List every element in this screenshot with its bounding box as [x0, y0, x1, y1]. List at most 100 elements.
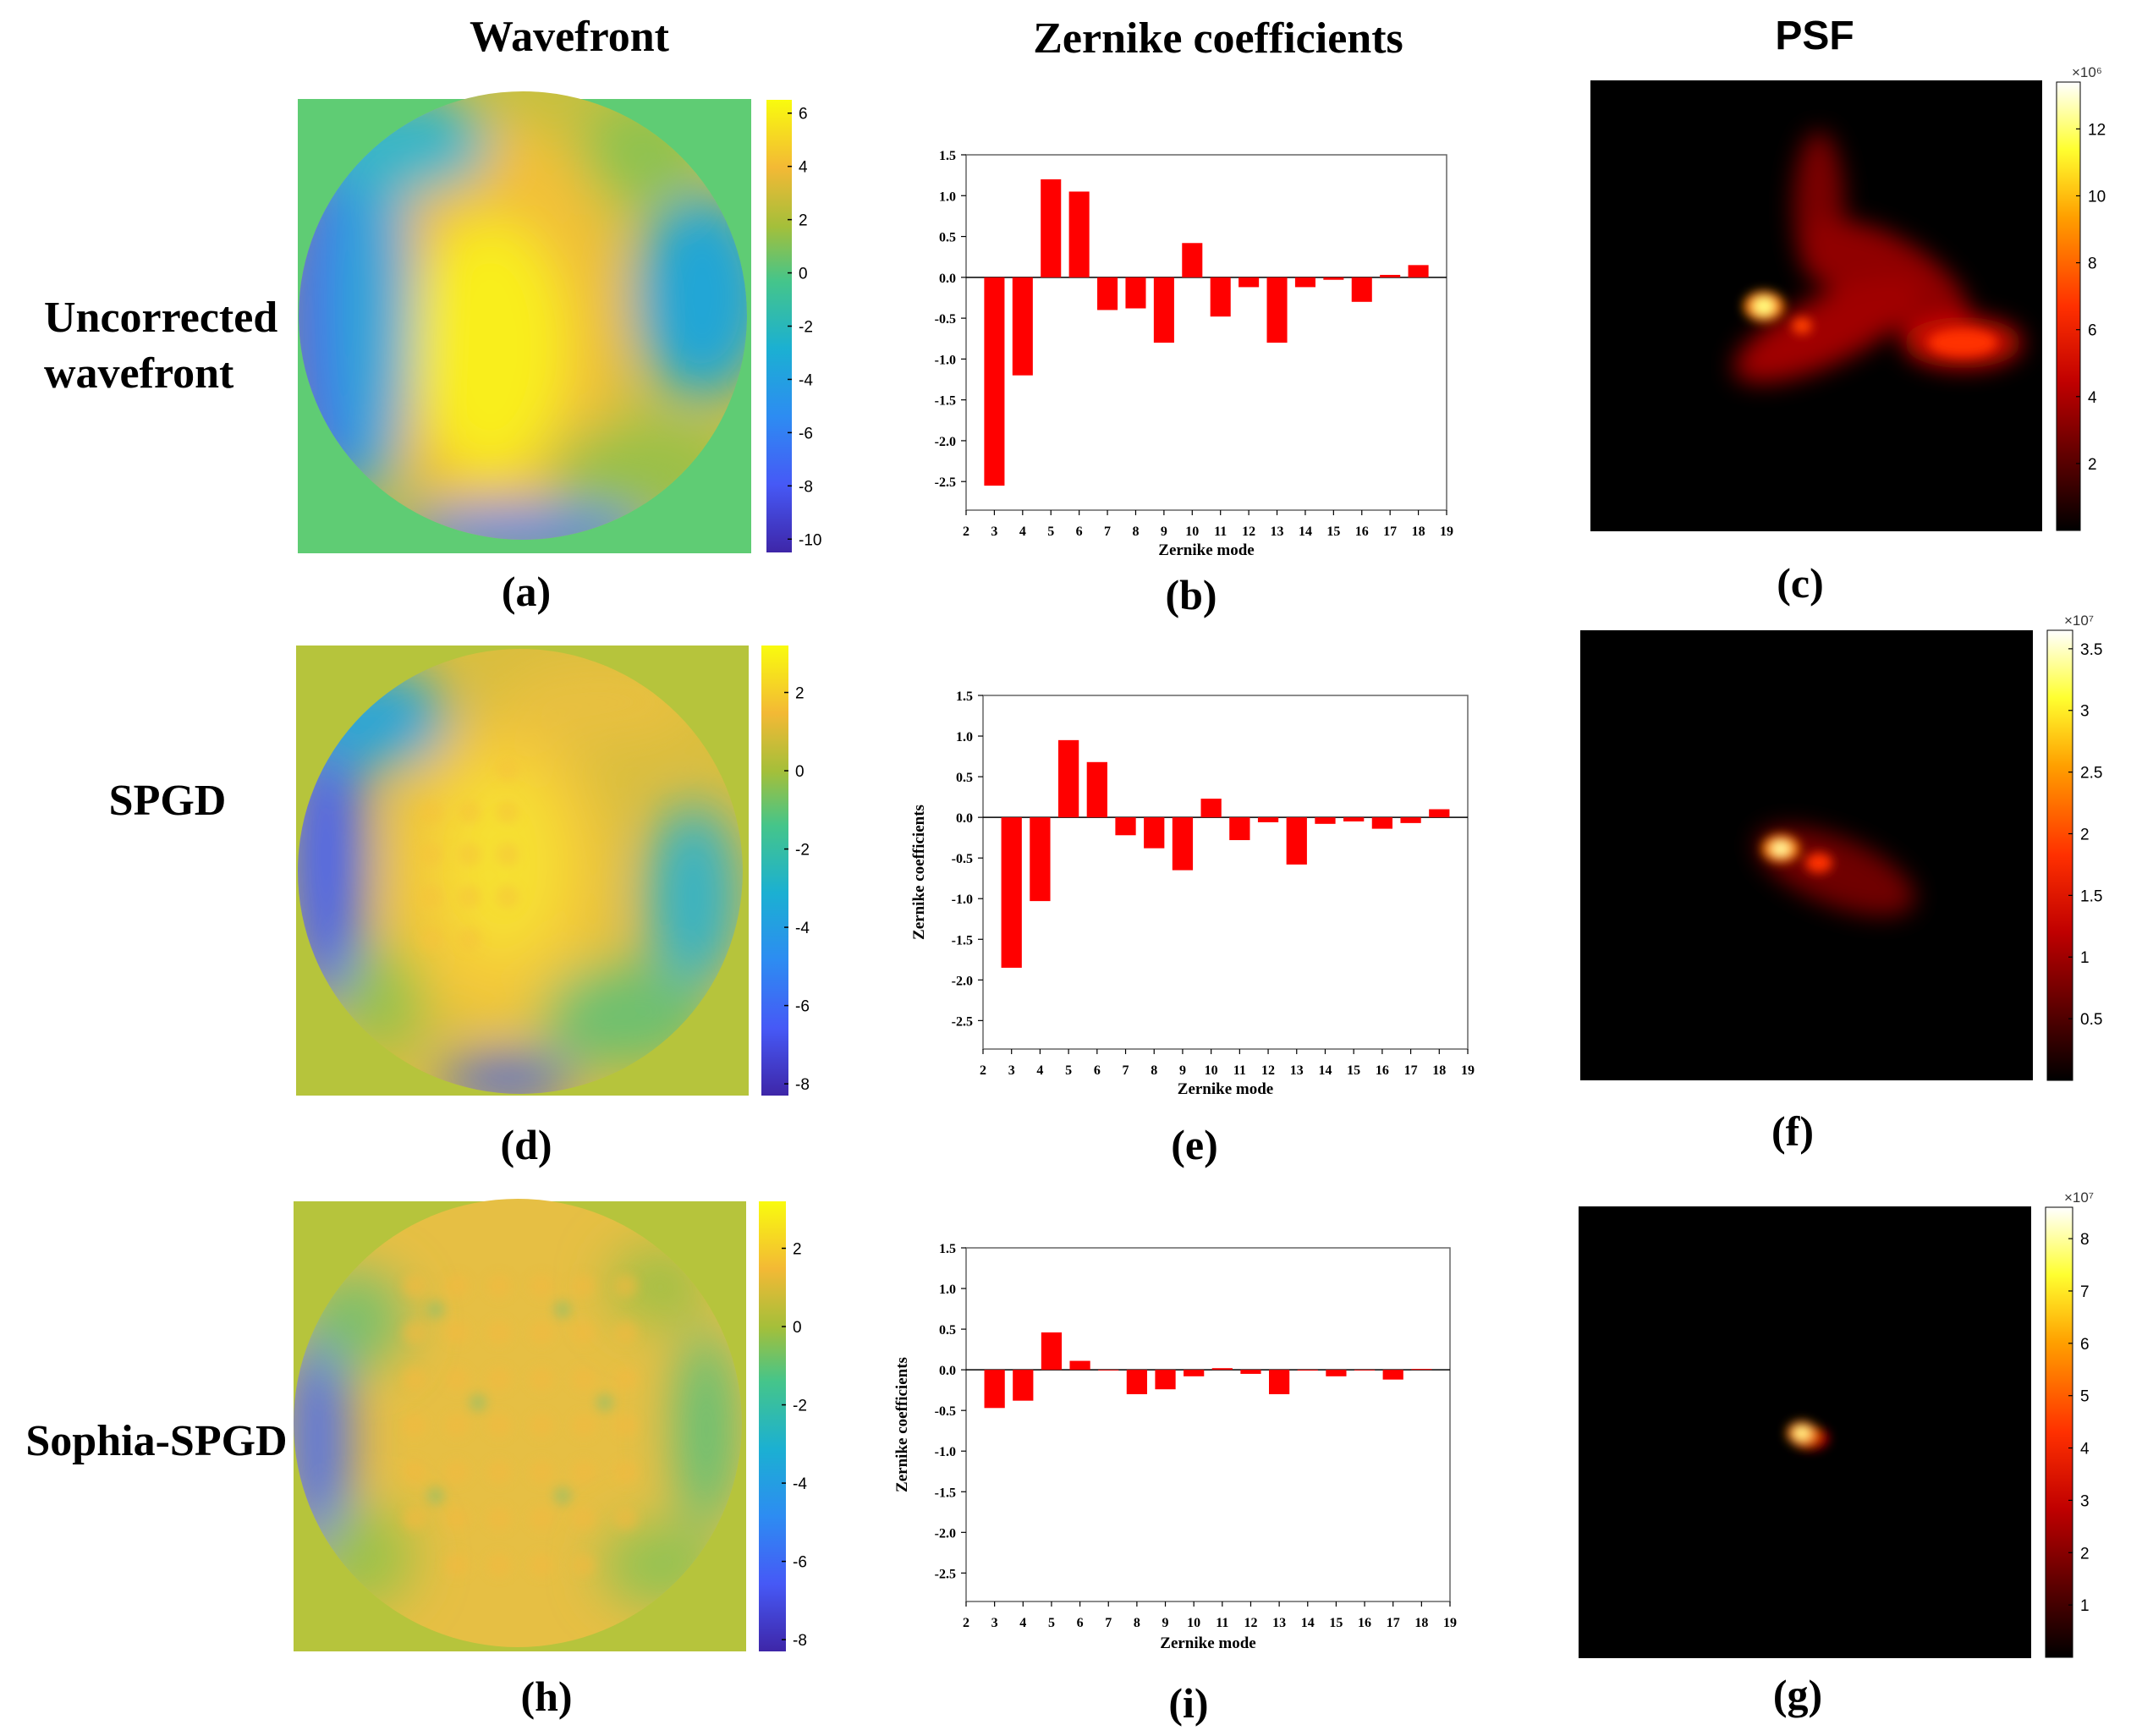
colorbar-tick-label: 8 — [2088, 255, 2097, 273]
x-tick-label: 4 — [1019, 1616, 1026, 1630]
y-tick-label: 1.5 — [939, 149, 956, 163]
x-tick-label: 15 — [1329, 1616, 1343, 1630]
row-label-uncorrected-2: wavefront — [44, 349, 234, 398]
colorbar-tick-label: 4 — [799, 159, 808, 177]
bar-mode-13 — [1266, 277, 1288, 343]
x-axis-label: Zernike mode — [1160, 1634, 1255, 1652]
header-psf: PSF — [1775, 14, 1854, 58]
colorbar-tick-label: 10 — [2088, 188, 2106, 206]
bar-mode-15 — [1343, 817, 1365, 821]
x-tick-label: 9 — [1179, 1063, 1186, 1078]
y-axis-label: Zernike coefficients — [910, 805, 928, 940]
bar-mode-6 — [1068, 191, 1090, 277]
y-tick-label: -1.5 — [935, 1486, 956, 1500]
x-tick-label: 5 — [1065, 1063, 1072, 1078]
zernike-chart-e: 2 3 4 5 6 7 8 9 10 11 12 13 14 15 16 17 18 19 1.5 1.0 0.5 0.0… — [910, 689, 1475, 1098]
x-tick-label: 10 — [1185, 525, 1199, 539]
row-label-spgd: SPGD — [109, 777, 227, 825]
colorbar-tick-label: -4 — [793, 1475, 807, 1493]
panel-label-b: (b) — [1165, 571, 1217, 618]
bar-mode-8 — [1125, 277, 1146, 309]
bar-mode-12 — [1240, 1370, 1261, 1374]
colorbar-tick-label: 5 — [2080, 1388, 2090, 1406]
colorbar-tick-label: 6 — [2080, 1336, 2090, 1354]
colorbar-tick-label: 1.5 — [2080, 887, 2102, 905]
colorbar-tick-label: 6 — [2088, 322, 2097, 340]
bar-mode-17 — [1400, 817, 1421, 823]
bar-mode-15 — [1323, 277, 1344, 280]
header-wavefront: Wavefront — [470, 13, 670, 61]
colorbar-tick-label: -6 — [795, 998, 810, 1016]
plot-frame — [965, 154, 1447, 511]
bar-mode-12 — [1239, 277, 1260, 288]
y-tick-label: -0.5 — [935, 1404, 956, 1419]
panel-label-d: (d) — [500, 1121, 552, 1168]
bar-mode-9 — [1153, 277, 1174, 343]
y-tick-label: -2.5 — [935, 1567, 956, 1581]
bar-mode-10 — [1200, 799, 1222, 818]
colorbar-tick-label: 6 — [799, 106, 808, 124]
colorbar-d: 2 0 -2 -4 -6 -8 — [761, 646, 810, 1096]
x-tick-label: 8 — [1132, 525, 1139, 539]
x-tick-label: 4 — [1036, 1063, 1043, 1078]
psf-image-f — [1580, 630, 2033, 1080]
bar-mode-7 — [1097, 277, 1118, 310]
colorbar-tick-label: 1 — [2080, 1597, 2090, 1615]
colorbar-tick-label: 2 — [2080, 826, 2090, 843]
x-tick-label: 13 — [1272, 1616, 1286, 1630]
x-tick-label: 13 — [1290, 1063, 1304, 1078]
bar-mode-5 — [1057, 739, 1079, 818]
y-tick-label: -1.5 — [935, 394, 956, 409]
x-tick-label: 2 — [963, 1616, 969, 1630]
panel-label-c: (c) — [1777, 559, 1824, 607]
x-tick-label: 11 — [1214, 525, 1227, 539]
colorbar-tick-label: -6 — [793, 1554, 807, 1572]
colorbar-tick-label: -2 — [795, 842, 810, 860]
bar-mode-3 — [984, 1370, 1005, 1409]
y-axis-label: Zernike coefficients — [893, 1357, 911, 1492]
x-tick-label: 15 — [1347, 1063, 1360, 1078]
x-tick-label: 12 — [1244, 1616, 1257, 1630]
colorbar-tick-label: 2 — [2080, 1545, 2090, 1563]
x-tick-label: 10 — [1187, 1616, 1200, 1630]
colorbar-tick-label: -8 — [795, 1076, 810, 1094]
colorbar-tick-label: 3 — [2080, 1492, 2090, 1510]
x-tick-label: 10 — [1205, 1063, 1218, 1078]
x-tick-label: 17 — [1387, 1616, 1400, 1630]
bar-mode-3 — [984, 277, 1005, 486]
y-tick-label: 0.5 — [939, 1323, 956, 1338]
header-zernike: Zernike coefficients — [1033, 14, 1403, 63]
x-tick-label: 15 — [1326, 525, 1340, 539]
y-tick-label: 1.5 — [939, 1242, 956, 1256]
x-tick-label: 4 — [1019, 525, 1026, 539]
x-tick-label: 3 — [991, 1616, 998, 1630]
panel-label-e: (e) — [1171, 1121, 1218, 1168]
x-tick-label: 2 — [980, 1063, 986, 1078]
x-tick-label: 5 — [1047, 525, 1054, 539]
psf-colorbar-f: ×10⁷ 3.5 3 2.5 2 1.5 1 0.5 — [2046, 613, 2102, 1081]
bar-mode-8 — [1144, 817, 1165, 849]
panel-label-f: (f) — [1771, 1107, 1814, 1155]
colorbar-tick-label: -8 — [793, 1632, 807, 1650]
x-tick-label: 19 — [1440, 525, 1453, 539]
x-tick-label: 7 — [1105, 1616, 1112, 1630]
x-tick-label: 9 — [1161, 525, 1167, 539]
y-tick-label: 0.0 — [939, 1364, 956, 1378]
x-tick-label: 11 — [1233, 1063, 1246, 1078]
colorbar-tick-label: -10 — [799, 531, 821, 549]
x-tick-label: 12 — [1261, 1063, 1275, 1078]
colorbar-tick-label: -8 — [799, 478, 813, 496]
bar-mode-12 — [1257, 817, 1279, 822]
x-tick-label: 8 — [1134, 1616, 1140, 1630]
x-tick-label: 18 — [1414, 1616, 1428, 1630]
y-tick-label: 0.5 — [939, 231, 956, 245]
x-tick-label: 18 — [1432, 1063, 1446, 1078]
bar-mode-6 — [1069, 1360, 1090, 1371]
x-tick-label: 11 — [1216, 1616, 1228, 1630]
bar-mode-18 — [1429, 809, 1450, 818]
colorbar-h: 2 0 -2 -4 -6 -8 — [759, 1201, 807, 1651]
colorbar-exponent: ×10⁶ — [2072, 64, 2102, 80]
bar-mode-9 — [1155, 1370, 1176, 1390]
x-axis-label: Zernike mode — [1178, 1080, 1273, 1098]
bar-mode-4 — [1012, 277, 1033, 376]
